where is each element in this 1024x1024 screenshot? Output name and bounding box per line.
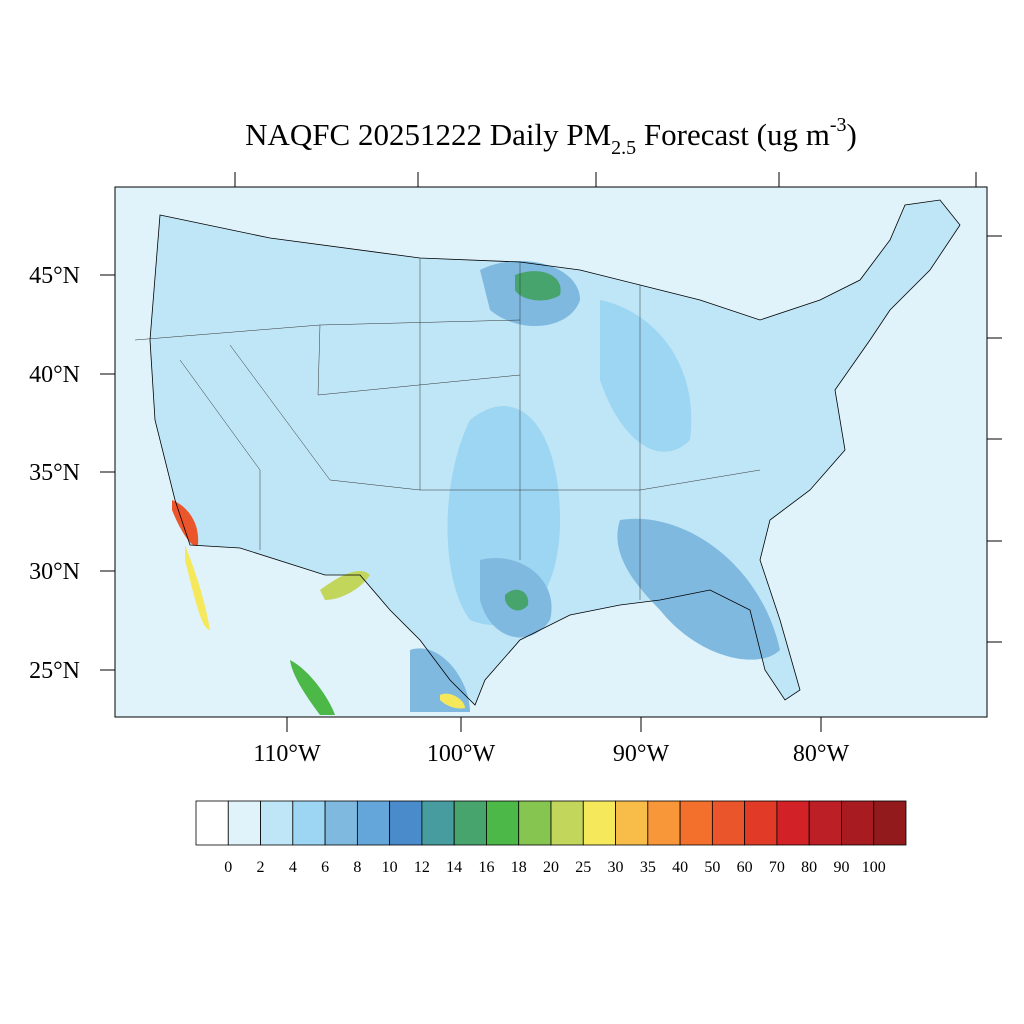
colorbar-box — [873, 800, 907, 846]
lon-label: 100°W — [427, 741, 496, 767]
colorbar-label: 14 — [446, 859, 462, 876]
title-end: ) — [847, 117, 857, 152]
colorbar-box — [324, 800, 358, 846]
colorbar-box — [453, 800, 487, 846]
colorbar-label: 6 — [321, 859, 329, 876]
title-main: NAQFC 20251222 Daily PM — [245, 117, 611, 152]
shading — [617, 518, 780, 660]
colorbar-label: 30 — [608, 859, 624, 876]
colorbar-label: 20 — [543, 859, 559, 876]
colorbar-box — [292, 800, 326, 846]
colorbar-box — [776, 800, 810, 846]
colorbar-label: 10 — [382, 859, 398, 876]
state-borders — [134, 258, 761, 600]
shading — [505, 589, 529, 611]
lon-label: 80°W — [793, 741, 850, 767]
colorbar-box — [486, 800, 520, 846]
colorbar-box — [808, 800, 842, 846]
shading — [515, 271, 561, 301]
colorbar-label: 8 — [353, 859, 361, 876]
land — [150, 200, 960, 705]
coastline — [149, 199, 961, 706]
shading — [600, 300, 692, 452]
colorbar: 0 2 4 6 8 10 12 14 16 18 20 25 30 35 40 50 60 70 80 90 100 — [195, 800, 907, 876]
colorbar-box — [260, 800, 294, 846]
colorbar-label: 0 — [224, 859, 232, 876]
title-subscript: 2.5 — [611, 137, 636, 159]
title-middle: Forecast (ug m — [636, 117, 830, 152]
colorbar-box — [227, 800, 261, 846]
colorbar-label: 4 — [289, 859, 297, 876]
colorbar-label: 60 — [737, 859, 753, 876]
colorbar-label: 100 — [862, 859, 886, 876]
colorbar-label: 50 — [704, 859, 720, 876]
colorbar-box — [550, 800, 584, 846]
colorbar-box — [582, 800, 616, 846]
colorbar-box — [744, 800, 778, 846]
map-frame — [114, 186, 988, 718]
colorbar-label: 25 — [575, 859, 591, 876]
colorbar-label: 70 — [769, 859, 785, 876]
lat-label: 25°N — [29, 658, 80, 684]
colorbar-label: 40 — [672, 859, 688, 876]
colorbar-label: 90 — [833, 859, 849, 876]
colorbar-label: 12 — [414, 859, 430, 876]
colorbar-box — [389, 800, 423, 846]
colorbar-label: 35 — [640, 859, 656, 876]
lon-label: 110°W — [253, 741, 321, 767]
colorbar-box — [421, 800, 455, 846]
shading — [320, 570, 370, 600]
colorbar-box — [841, 800, 875, 846]
title-superscript: -3 — [830, 114, 847, 136]
colorbar-box — [518, 800, 552, 846]
shading — [185, 545, 210, 630]
colorbar-box — [615, 800, 649, 846]
colorbar-label: 80 — [801, 859, 817, 876]
colorbar-box — [195, 800, 229, 846]
lat-label: 40°N — [29, 362, 80, 388]
frame-ticks — [100, 172, 1002, 732]
colorbar-box — [711, 800, 746, 846]
lat-label: 45°N — [29, 263, 80, 289]
shading — [440, 693, 465, 709]
colorbar-label: 16 — [478, 859, 494, 876]
colorbar-label: 2 — [257, 859, 265, 876]
title: NAQFC 20251222 Daily PM2.5 Forecast (ug … — [245, 114, 857, 159]
lat-label: 35°N — [29, 460, 80, 486]
colorbar-box — [356, 800, 391, 846]
lon-label: 90°W — [613, 741, 670, 767]
lat-label: 30°N — [29, 559, 80, 585]
map — [100, 172, 1002, 732]
shading — [290, 660, 335, 715]
axis-labels: 45°N 40°N 35°N 30°N 25°N 110°W 100°W 90°W 80°W — [29, 263, 849, 767]
colorbar-label: 18 — [511, 859, 527, 876]
colorbar-box — [647, 800, 681, 846]
colorbar-box — [679, 800, 713, 846]
